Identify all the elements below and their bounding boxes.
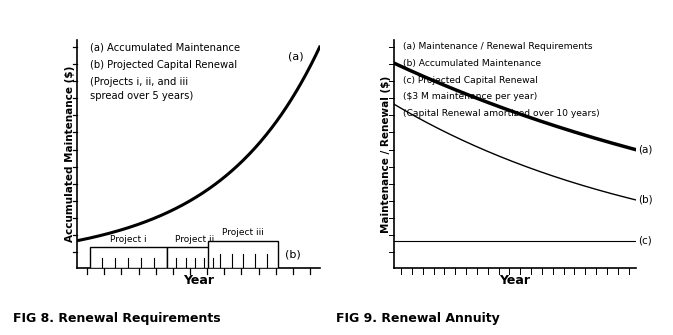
Text: FIG 8. Renewal Requirements: FIG 8. Renewal Requirements <box>13 312 221 325</box>
Text: spread over 5 years): spread over 5 years) <box>90 91 192 102</box>
Text: (b): (b) <box>285 249 300 259</box>
Text: (c): (c) <box>639 236 652 246</box>
X-axis label: Year: Year <box>499 274 530 286</box>
Text: Project i: Project i <box>110 235 147 244</box>
Text: ($3 M maintenance per year): ($3 M maintenance per year) <box>403 92 538 101</box>
Y-axis label: Maintenance / Renewal ($): Maintenance / Renewal ($) <box>381 75 391 233</box>
Y-axis label: Accumulated Maintenance ($): Accumulated Maintenance ($) <box>65 66 75 242</box>
Text: FIG 9. Renewal Annuity: FIG 9. Renewal Annuity <box>336 312 500 325</box>
Text: (a) Maintenance / Renewal Requirements: (a) Maintenance / Renewal Requirements <box>403 43 593 52</box>
Text: (b) Accumulated Maintenance: (b) Accumulated Maintenance <box>403 59 542 68</box>
Text: (a) Accumulated Maintenance: (a) Accumulated Maintenance <box>90 43 240 53</box>
X-axis label: Year: Year <box>183 274 214 286</box>
Text: (Capital Renewal amortized over 10 years): (Capital Renewal amortized over 10 years… <box>403 109 600 118</box>
Text: (c) Projected Capital Renewal: (c) Projected Capital Renewal <box>403 75 538 84</box>
Text: Project ii: Project ii <box>175 235 215 244</box>
Text: (a): (a) <box>639 145 653 155</box>
Text: (b) Projected Capital Renewal: (b) Projected Capital Renewal <box>90 60 237 70</box>
Text: (a): (a) <box>288 51 304 61</box>
Text: Project iii: Project iii <box>222 228 264 237</box>
Text: (Projects i, ii, and iii: (Projects i, ii, and iii <box>90 77 188 87</box>
Bar <box>90 248 167 268</box>
Bar <box>208 241 279 268</box>
Bar <box>167 248 223 268</box>
Text: (b): (b) <box>639 195 653 205</box>
